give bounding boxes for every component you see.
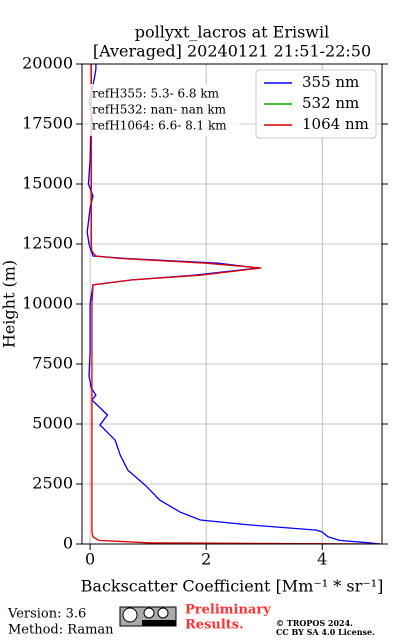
status: Results.: [185, 618, 244, 633]
y-tick-label: 7500: [32, 354, 73, 373]
copyright: © TROPOS 2024.: [276, 618, 353, 628]
series-line: [90, 64, 381, 544]
plot-area: 0 2500 5000 7500 10000 12500 15000 17500 20000 0 2…: [22, 54, 388, 569]
y-tick-label: 17500: [22, 114, 73, 133]
series-line: [86, 64, 381, 544]
annotation: refH1064: 6.6- 8.1 km: [92, 119, 227, 133]
y-tick-label: 2500: [32, 474, 73, 493]
y-tick-label: 12500: [22, 234, 73, 253]
footer: Version: 3.6 Method: Raman Preliminary R…: [7, 603, 375, 638]
y-axis-label: Height (m): [0, 260, 19, 348]
version: Version: 3.6: [7, 607, 86, 622]
status: Preliminary: [185, 603, 271, 618]
chart-title: [Averaged] 20240121 21:51-22:50: [93, 42, 371, 61]
y-tick-label: 15000: [22, 174, 73, 193]
x-tick-label: 4: [317, 550, 327, 569]
y-tick-label: 20000: [22, 54, 73, 73]
annotation: refH532: nan- nan km: [92, 103, 227, 117]
license-logo-icon: [122, 607, 138, 623]
y-tick-label: 10000: [22, 294, 73, 313]
x-tick-label: 0: [85, 550, 95, 569]
y-tick-label: 0: [63, 534, 73, 553]
x-tick-label: 2: [201, 550, 211, 569]
method: Method: Raman: [8, 623, 114, 638]
legend-label: 1064 nm: [302, 115, 369, 133]
plot-frame: [81, 63, 383, 545]
license-logo-icon: [143, 607, 155, 619]
y-tick-label: 5000: [32, 414, 73, 433]
x-axis-label: Backscatter Coefficient [Mm⁻¹ * sr⁻¹]: [81, 577, 384, 596]
license-logo-icon: [157, 607, 169, 619]
legend-label: 355 nm: [302, 73, 359, 91]
chart-title: pollyxt_lacros at Eriswil: [135, 23, 329, 42]
annotation: refH355: 5.3- 6.8 km: [92, 87, 220, 101]
legend-box: [255, 69, 377, 139]
annotation-box: [88, 84, 240, 136]
copyright: CC BY SA 4.0 License.: [276, 627, 375, 637]
legend-label: 532 nm: [302, 94, 359, 112]
license-logo-bar: [142, 620, 176, 626]
